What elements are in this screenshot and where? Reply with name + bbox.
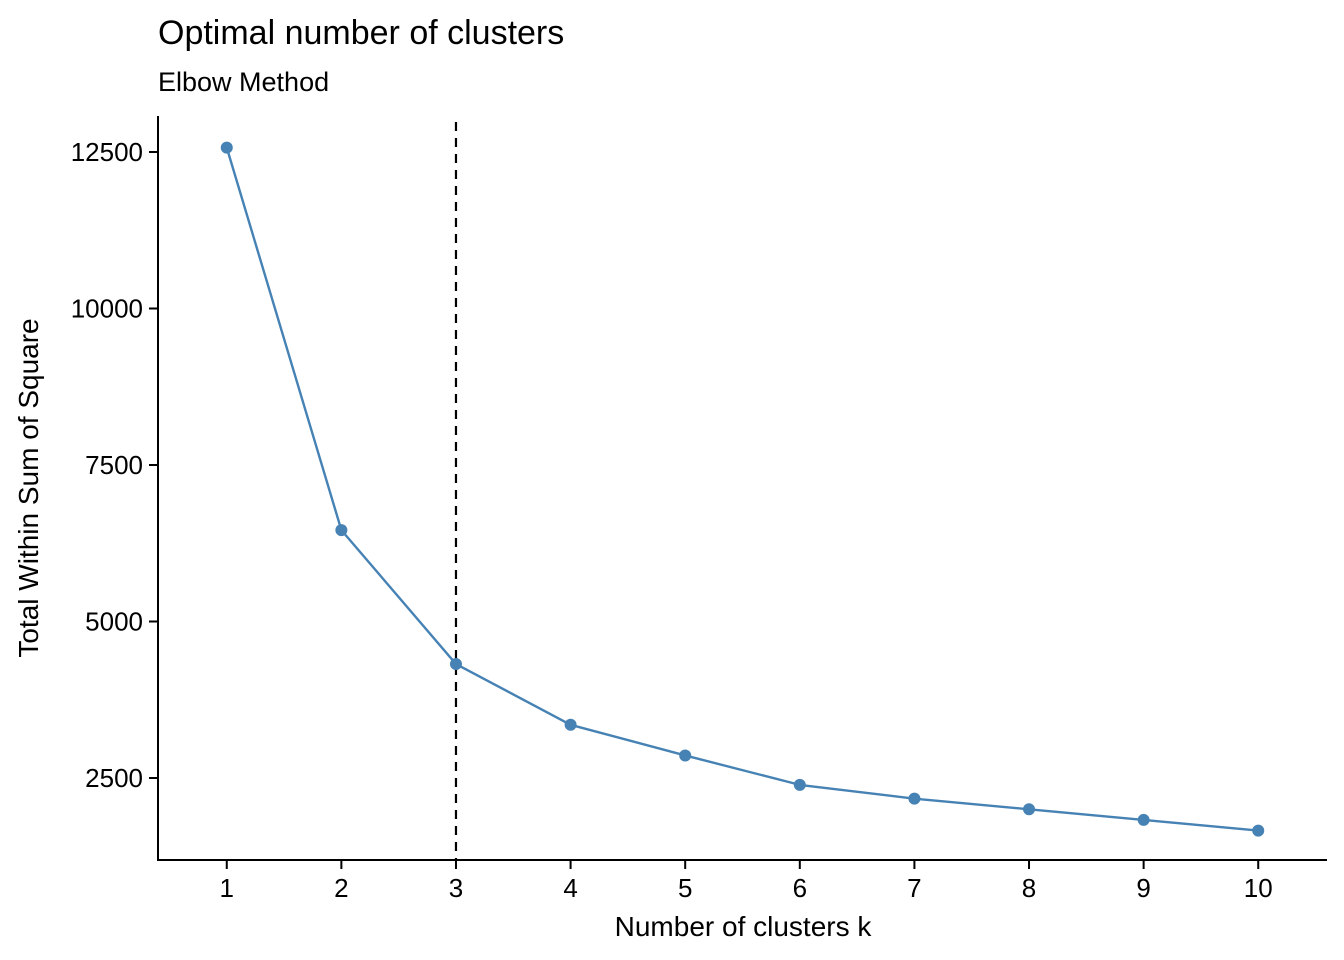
data-point-k4 bbox=[564, 718, 577, 731]
x-axis-ticks: 1 2 3 4 5 6 7 8 9 10 bbox=[220, 860, 1273, 903]
x-tick-label: 6 bbox=[793, 873, 807, 903]
plot-area bbox=[220, 122, 1265, 860]
data-point-k8 bbox=[1023, 803, 1036, 816]
y-tick-label: 5000 bbox=[85, 606, 143, 636]
x-tick-label: 10 bbox=[1244, 873, 1273, 903]
data-point-k9 bbox=[1137, 813, 1150, 826]
data-point-k1 bbox=[220, 141, 233, 154]
y-tick-label: 12500 bbox=[71, 137, 143, 167]
x-tick-label: 3 bbox=[449, 873, 463, 903]
data-point-k2 bbox=[335, 524, 348, 537]
chart-title: Optimal number of clusters bbox=[158, 14, 564, 52]
series-line bbox=[225, 147, 1259, 832]
data-point-k6 bbox=[793, 778, 806, 791]
x-tick-label: 9 bbox=[1136, 873, 1150, 903]
x-tick-label: 1 bbox=[220, 873, 234, 903]
x-tick-label: 5 bbox=[678, 873, 692, 903]
data-point-k3 bbox=[449, 658, 462, 671]
data-point-k10 bbox=[1252, 824, 1265, 837]
x-tick-label: 2 bbox=[334, 873, 348, 903]
x-tick-label: 8 bbox=[1022, 873, 1036, 903]
y-tick-label: 7500 bbox=[85, 450, 143, 480]
y-tick-label: 10000 bbox=[71, 293, 143, 323]
chart-subtitle: Elbow Method bbox=[158, 67, 329, 97]
data-point-k5 bbox=[679, 749, 692, 762]
x-tick-label: 4 bbox=[563, 873, 577, 903]
x-tick-label: 7 bbox=[907, 873, 921, 903]
data-point-k7 bbox=[908, 792, 921, 805]
y-axis-title: Total Within Sum of Square bbox=[13, 318, 44, 657]
y-axis-ticks: 2500 5000 7500 10000 12500 bbox=[71, 137, 158, 793]
x-axis-title: Number of clusters k bbox=[615, 911, 873, 942]
y-tick-label: 2500 bbox=[85, 763, 143, 793]
